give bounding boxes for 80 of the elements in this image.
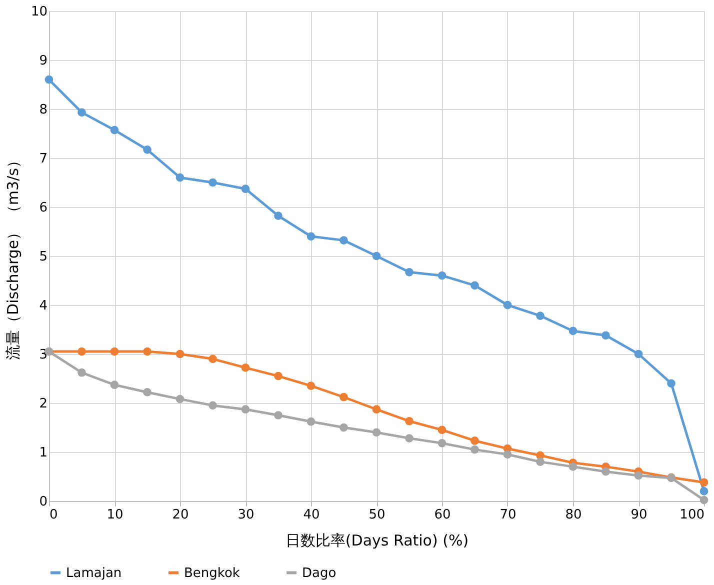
point [568,326,578,336]
x-tick-label: 80 [565,508,582,522]
x-tick-label: 40 [303,508,320,522]
y-tick-label: 9 [39,54,48,68]
y-tick-label: 10 [30,4,48,20]
point [78,368,86,377]
point [274,411,282,420]
point [405,416,414,426]
point [208,354,217,364]
point [340,423,348,432]
y-tick-label: 8 [39,102,48,118]
point [700,496,708,504]
y-tick-label: 0 [39,494,48,510]
point [602,467,610,476]
x-tick-label: 50 [368,508,386,522]
point [143,347,152,356]
point [634,350,643,358]
x-tick-label: 60 [434,508,451,522]
point [176,173,184,182]
point [536,312,544,320]
x-tick-label: 10 [106,508,124,522]
y-tick-label: 2 [39,396,48,412]
legend-label: Bengkok [184,566,240,581]
point [438,271,446,280]
x-tick-label: 20 [172,508,189,522]
point [274,372,282,380]
y-tick-label: 1 [39,446,48,460]
y-axis-title: 流量（Discharge） （m3/s） [4,153,22,360]
point [241,184,250,194]
point [110,347,119,356]
point [110,126,119,134]
point [306,232,316,241]
y-tick-label: 4 [39,298,48,314]
point [568,462,578,471]
point [634,471,643,480]
x-tick-label: 30 [238,508,254,522]
point [470,281,479,290]
point [340,392,348,402]
point [503,450,512,459]
point [405,434,414,442]
x-tick-label: 90 [630,508,648,522]
point [274,212,282,220]
point [143,388,152,396]
x-axis-title: 日数比率(Days Ratio) (%) [285,532,469,550]
point [306,382,316,390]
point [176,394,184,404]
legend-label: Dago [302,566,336,581]
point [372,428,381,437]
x-tick-label: 70 [500,508,516,522]
point [700,487,708,496]
point [602,331,610,340]
point [78,347,86,356]
point [503,300,512,310]
point [667,379,676,388]
point [241,405,250,414]
point [470,436,479,445]
legend-label: Lamajan [66,566,122,581]
x-tick-label: 100 [680,508,704,522]
point [306,417,316,426]
point [438,426,446,434]
point [372,252,381,260]
x-tick-label: 0 [50,508,58,522]
point [208,401,217,410]
point [536,458,544,466]
point [700,478,708,487]
y-tick-label: 5 [39,250,48,264]
point [78,108,86,117]
point [110,380,119,390]
y-tick-label: 6 [39,200,48,216]
point [372,405,381,414]
point [208,178,217,187]
point [438,439,446,448]
point [143,145,152,154]
point [176,350,184,358]
y-tick-label: 7 [39,152,48,166]
point [405,268,414,276]
point [44,75,54,84]
point [470,445,479,454]
point [241,364,250,372]
point [340,236,348,244]
